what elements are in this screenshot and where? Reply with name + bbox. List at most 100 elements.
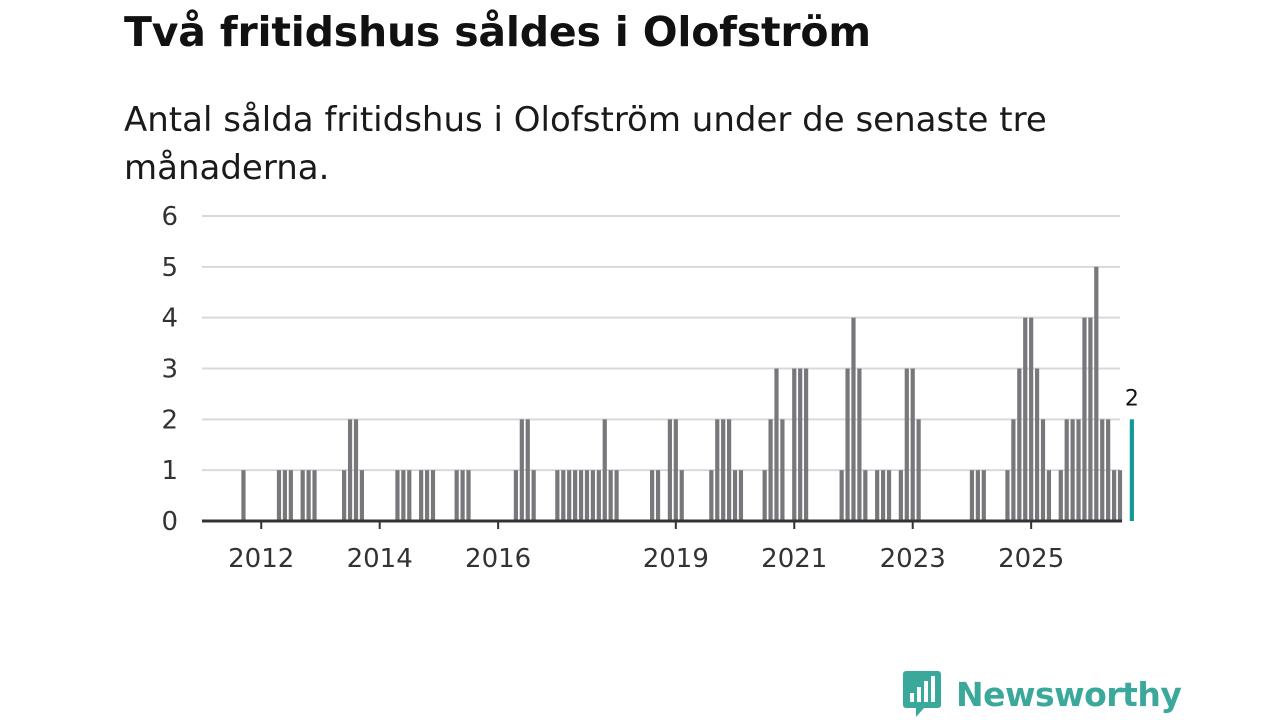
y-tick-label: 5 — [161, 253, 178, 283]
bar — [1040, 419, 1046, 521]
chart-title: Två fritidshus såldes i Olofström — [124, 8, 871, 56]
bar — [910, 368, 915, 521]
bar — [608, 470, 613, 521]
bar — [738, 470, 744, 521]
bar — [1094, 266, 1099, 521]
bar — [419, 470, 424, 521]
x-tick-label: 2019 — [643, 544, 709, 574]
bar — [359, 470, 365, 521]
bar — [768, 419, 773, 521]
bar — [1100, 419, 1105, 521]
x-tick-label: 2014 — [347, 544, 413, 574]
bar — [981, 470, 986, 521]
bar — [1011, 419, 1016, 521]
bar — [353, 419, 359, 521]
bar — [1046, 470, 1052, 521]
bar — [851, 317, 856, 521]
bar — [573, 470, 578, 521]
bar — [1005, 470, 1010, 521]
bar — [561, 470, 566, 521]
highlight-data-label: 2 — [1125, 386, 1139, 411]
bar — [1058, 470, 1063, 521]
bar — [845, 368, 850, 521]
y-axis-ticks: 0 1 2 3 4 5 6 — [161, 202, 178, 537]
y-tick-label: 3 — [161, 355, 178, 385]
bar — [679, 470, 684, 521]
bar — [454, 470, 459, 521]
bar — [904, 368, 909, 521]
bar — [288, 470, 293, 521]
bar — [1023, 317, 1028, 521]
x-tick-label: 2023 — [880, 544, 946, 574]
y-tick-label: 0 — [161, 507, 178, 537]
bar — [667, 419, 672, 521]
bar — [460, 470, 465, 521]
bar — [401, 470, 406, 521]
bar — [276, 470, 282, 521]
bar — [762, 470, 767, 521]
bar — [975, 470, 980, 521]
bar — [1082, 317, 1087, 521]
bar — [312, 470, 317, 521]
bar — [916, 419, 921, 521]
bar — [407, 470, 412, 521]
bar — [863, 470, 868, 521]
newsworthy-logo-icon — [903, 671, 941, 717]
x-tick-label: 2012 — [228, 544, 294, 574]
gridlines — [202, 215, 1120, 472]
bar-chart: 0 1 2 3 4 5 6 2012 2014 2016 2019 2021 2023 2025 2 — [161, 202, 1139, 574]
y-tick-label: 4 — [161, 304, 178, 334]
bar — [804, 368, 809, 521]
bar — [774, 368, 779, 521]
bar — [727, 419, 732, 521]
bar — [466, 470, 471, 521]
bar — [1017, 368, 1022, 521]
y-tick-label: 1 — [161, 456, 178, 486]
bar — [673, 419, 678, 521]
bar — [584, 470, 590, 521]
bar — [715, 419, 720, 521]
bar — [886, 470, 892, 521]
bar — [655, 470, 661, 521]
bar — [857, 368, 862, 521]
bar — [898, 470, 903, 521]
bar — [282, 470, 288, 521]
bar — [881, 470, 886, 521]
bar-highlight — [1129, 419, 1134, 521]
bar — [590, 470, 595, 521]
x-tick-label: 2021 — [761, 544, 827, 574]
bar — [1034, 368, 1040, 521]
bar — [596, 470, 601, 521]
bar — [555, 470, 560, 521]
bar — [650, 470, 655, 521]
bar — [513, 470, 518, 521]
bar — [531, 470, 536, 521]
bar — [732, 470, 738, 521]
bar — [602, 419, 607, 521]
x-tick-label: 2016 — [465, 544, 531, 574]
brand-name: Newsworthy — [956, 674, 1182, 714]
bar — [1088, 317, 1093, 521]
bar — [395, 470, 400, 521]
bar — [241, 470, 246, 521]
bar — [519, 419, 524, 521]
bar — [567, 470, 572, 521]
x-tick-label: 2025 — [998, 544, 1064, 574]
bar — [614, 470, 619, 521]
bar — [1106, 419, 1111, 521]
bar — [875, 470, 880, 521]
bar — [347, 419, 353, 521]
bar — [578, 470, 584, 521]
bar — [798, 368, 803, 521]
bar — [1070, 419, 1075, 521]
y-tick-label: 2 — [161, 405, 178, 435]
bar — [1117, 470, 1123, 521]
data-labels: 2 — [1125, 386, 1139, 411]
bar — [1064, 419, 1069, 521]
bar — [424, 470, 430, 521]
bar — [839, 470, 844, 521]
bar — [306, 470, 311, 521]
bar — [1111, 470, 1117, 521]
bar — [792, 368, 797, 521]
bar — [709, 470, 714, 521]
